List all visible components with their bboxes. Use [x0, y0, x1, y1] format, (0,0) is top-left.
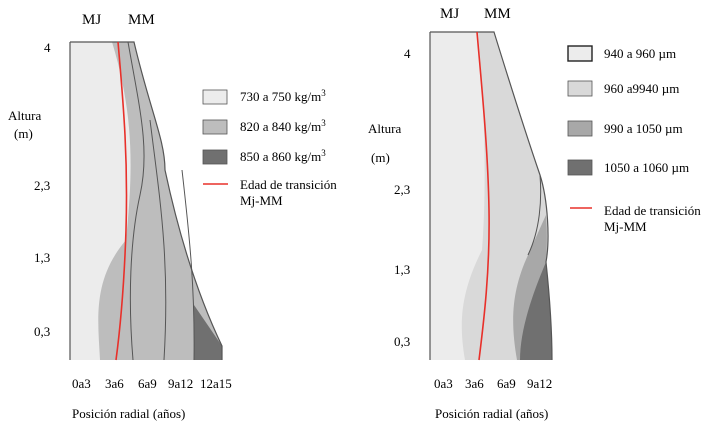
right-legend-label-transition-2: Mj-MM: [604, 219, 647, 234]
right-x-tick-3a6: 3a6: [465, 376, 484, 391]
left-x-label: Posición radial (años): [72, 406, 185, 421]
right-x-tick-9a12: 9a12: [527, 376, 552, 391]
right-outline: [430, 31, 553, 361]
left-ring-line-3: [181, 169, 195, 361]
right-x-tick-6a9: 6a9: [497, 376, 516, 391]
right-y-tick-2-3: 2,3: [394, 182, 410, 197]
right-y-label-line2: (m): [371, 150, 390, 165]
left-x-tick-3a6: 3a6: [105, 376, 124, 391]
left-legend-label-850: 850 a 860 kg/m3: [240, 148, 326, 164]
right-y-tick-0-3: 0,3: [394, 334, 410, 349]
right-legend-swatch-990: [567, 120, 593, 137]
left-region-850: [194, 305, 222, 360]
left-legend-label-transition: Edad de transición: [240, 177, 337, 192]
left-legend-swatch-850: [202, 149, 228, 165]
left-y-label-line1: Altura: [8, 108, 41, 123]
right-legend-label-transition: Edad de transición: [604, 203, 701, 218]
left-x-tick-9a12: 9a12: [168, 376, 193, 391]
right-y-tick-1-3: 1,3: [394, 262, 410, 277]
left-label-mj: MJ: [82, 12, 101, 28]
right-legend-label-960: 960 a9940 µm: [604, 81, 679, 96]
right-legend-label-1050: 1050 a 1060 µm: [604, 160, 689, 175]
right-label-mj: MJ: [440, 6, 459, 22]
left-y-label-line2: (m): [14, 126, 33, 141]
right-label-mm: MM: [484, 6, 511, 22]
right-legend-swatch-940: [567, 45, 593, 62]
right-y-tick-4: 4: [404, 46, 411, 61]
right-legend-label-940: 940 a 960 µm: [604, 46, 676, 61]
right-ring-line-1: [527, 174, 542, 256]
right-x-label: Posición radial (años): [435, 406, 548, 421]
right-region-1050: [520, 262, 552, 360]
left-y-tick-4: 4: [44, 40, 51, 55]
right-y-label-line1: Altura: [368, 121, 401, 136]
left-legend-swatch-730: [202, 89, 228, 105]
left-panel: MJ MM Altura (m) 4 2,3 1,3 0,3 0a3 3a6 6…: [8, 12, 337, 421]
right-legend-swatch-1050: [567, 159, 593, 176]
right-legend-swatch-960: [567, 80, 593, 97]
left-x-tick-0a3: 0a3: [72, 376, 91, 391]
right-x-tick-0a3: 0a3: [434, 376, 453, 391]
right-panel: MJ MM Altura (m) 4 2,3 1,3 0,3 0a3 3a6 6…: [368, 6, 701, 421]
left-outline: [70, 41, 223, 360]
left-x-tick-12a15: 12a15: [200, 376, 232, 391]
left-legend-label-820: 820 a 840 kg/m3: [240, 118, 326, 134]
left-ring-line-1: [127, 41, 145, 361]
left-ring-line-2: [149, 119, 167, 361]
left-y-tick-1-3: 1,3: [34, 250, 50, 265]
left-legend-swatch-820: [202, 119, 228, 135]
left-transition-line: [115, 41, 128, 361]
left-x-tick-6a9: 6a9: [138, 376, 157, 391]
left-label-mm: MM: [128, 12, 155, 28]
left-y-tick-0-3: 0,3: [34, 324, 50, 339]
right-transition-line: [476, 31, 490, 361]
left-legend-label-730: 730 a 750 kg/m3: [240, 88, 326, 104]
right-legend-label-990: 990 a 1050 µm: [604, 121, 683, 136]
left-y-tick-2-3: 2,3: [34, 178, 50, 193]
left-legend-label-transition-2: Mj-MM: [240, 193, 283, 208]
